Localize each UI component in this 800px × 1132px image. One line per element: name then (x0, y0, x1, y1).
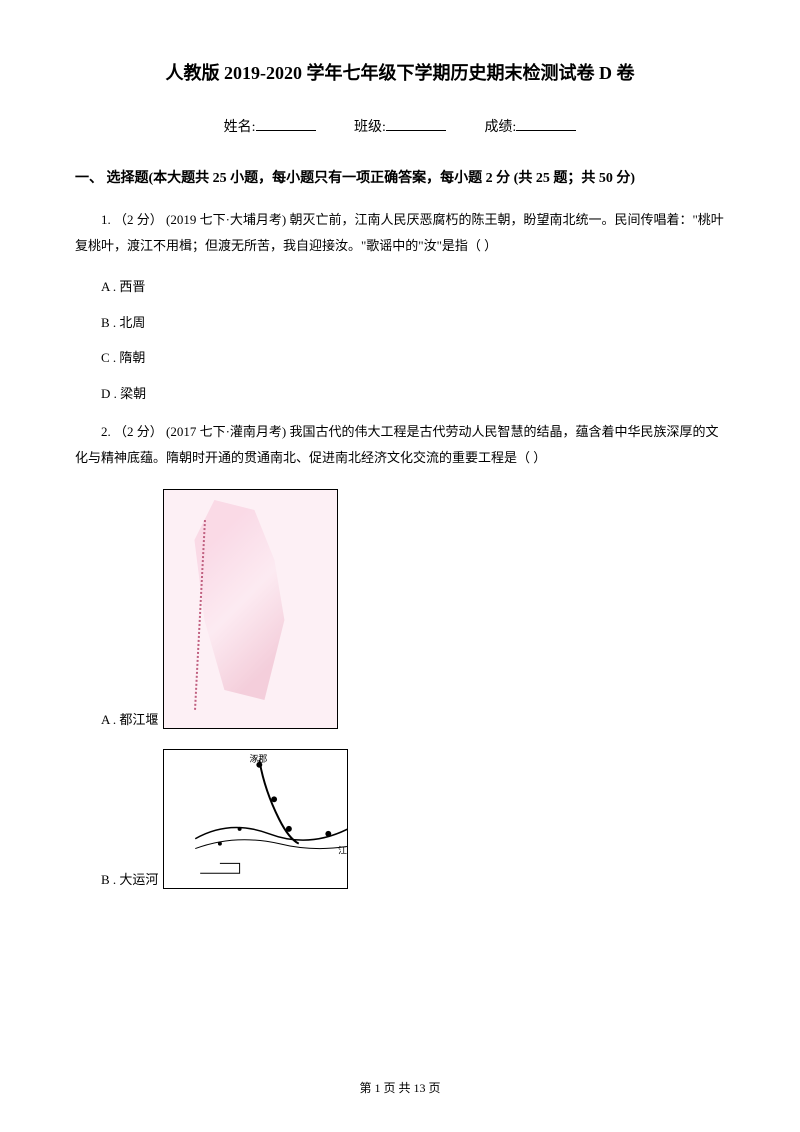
svg-text:江都: 江都 (339, 846, 349, 856)
q1-option-a[interactable]: A . 西晋 (75, 277, 725, 297)
grand-canal-image: 江都 涿郡 (163, 749, 348, 889)
q1-option-d[interactable]: D . 梁朝 (75, 384, 725, 404)
dujiangyan-image (163, 489, 338, 729)
score-label: 成绩: (484, 117, 516, 138)
class-label: 班级: (354, 117, 386, 138)
student-info-line: 姓名: 班级: 成绩: (75, 117, 725, 138)
q1-option-b[interactable]: B . 北周 (75, 313, 725, 333)
q1-option-c[interactable]: C . 隋朝 (75, 348, 725, 368)
question-2: 2. （2 分） (2017 七下·灌南月考) 我国古代的伟大工程是古代劳动人民… (75, 419, 725, 471)
section-1-header: 一、 选择题(本大题共 25 小题，每小题只有一项正确答案，每小题 2 分 (共… (75, 168, 725, 189)
svg-text:涿郡: 涿郡 (250, 754, 268, 764)
name-blank[interactable] (256, 130, 316, 131)
score-blank[interactable] (516, 130, 576, 131)
q2-option-b-label: B . 大运河 (75, 870, 158, 890)
question-1: 1. （2 分） (2019 七下·大埔月考) 朝灭亡前，江南人民厌恶腐朽的陈王… (75, 207, 725, 259)
name-label: 姓名: (224, 117, 256, 138)
exam-title: 人教版 2019-2020 学年七年级下学期历史期末检测试卷 D 卷 (75, 60, 725, 87)
class-blank[interactable] (386, 130, 446, 131)
page-footer: 第 1 页 共 13 页 (0, 1079, 800, 1097)
q2-option-a-label: A . 都江堰 (75, 710, 158, 730)
q2-option-a-row[interactable]: A . 都江堰 (75, 489, 725, 729)
q2-option-b-row[interactable]: B . 大运河 江都 涿郡 (75, 749, 725, 889)
